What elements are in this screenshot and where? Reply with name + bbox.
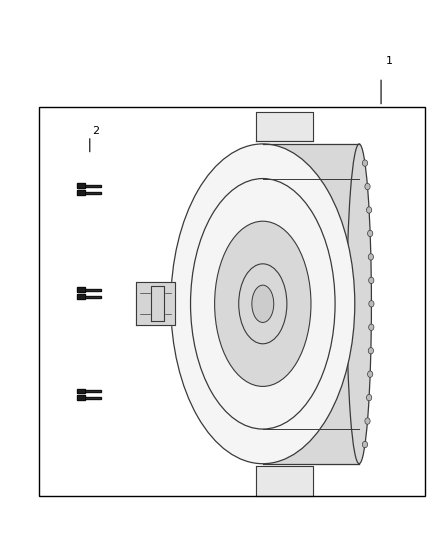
Circle shape (369, 301, 374, 307)
Text: 1: 1 (385, 56, 392, 66)
Polygon shape (85, 289, 101, 291)
Polygon shape (77, 395, 85, 400)
Circle shape (365, 183, 370, 190)
Polygon shape (85, 191, 101, 193)
Circle shape (368, 348, 374, 354)
Polygon shape (85, 295, 101, 297)
Ellipse shape (191, 179, 335, 429)
Polygon shape (77, 183, 85, 188)
Circle shape (367, 394, 372, 401)
Circle shape (367, 207, 372, 213)
Ellipse shape (252, 285, 274, 322)
Polygon shape (151, 287, 164, 321)
Polygon shape (77, 389, 85, 393)
Circle shape (362, 441, 367, 448)
Polygon shape (77, 294, 85, 299)
Circle shape (367, 371, 373, 377)
Polygon shape (85, 185, 101, 187)
Circle shape (362, 160, 367, 166)
Polygon shape (77, 190, 85, 195)
Circle shape (367, 230, 373, 237)
Circle shape (369, 277, 374, 284)
Circle shape (365, 418, 370, 424)
Circle shape (368, 254, 374, 260)
Text: 2: 2 (92, 126, 99, 135)
Ellipse shape (171, 144, 355, 464)
Ellipse shape (239, 264, 287, 344)
Circle shape (369, 324, 374, 330)
Polygon shape (256, 112, 313, 141)
Bar (39, 107, 425, 496)
Polygon shape (256, 466, 313, 496)
Polygon shape (85, 390, 101, 392)
Polygon shape (263, 144, 359, 464)
Polygon shape (136, 282, 175, 325)
Polygon shape (77, 287, 85, 292)
Ellipse shape (215, 221, 311, 386)
Ellipse shape (347, 144, 371, 464)
Polygon shape (85, 397, 101, 399)
